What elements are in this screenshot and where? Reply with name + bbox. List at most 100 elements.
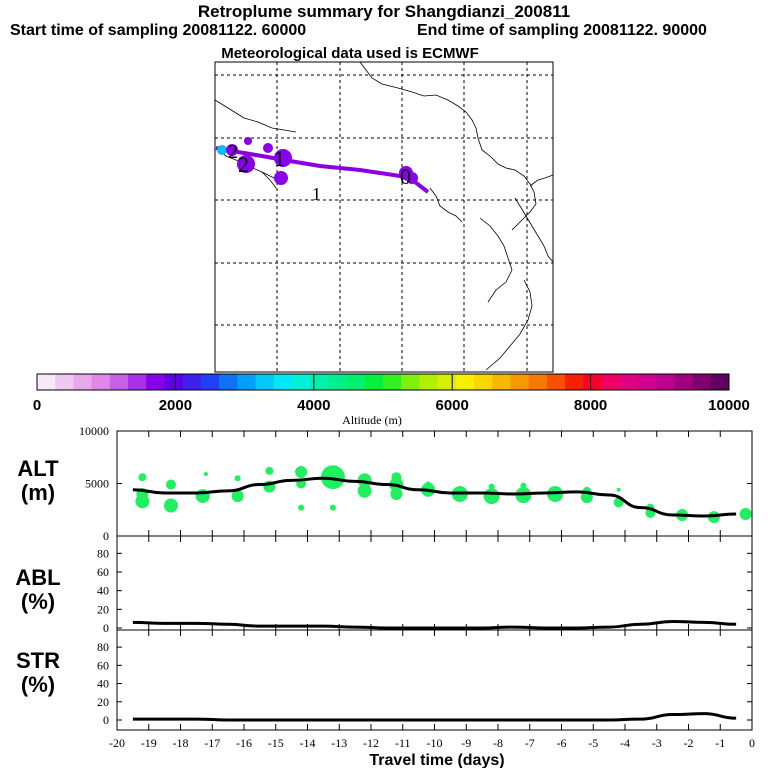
y-tick-label: 80 — [97, 640, 109, 654]
colorbar-cell — [182, 374, 202, 390]
colorbar-cell — [383, 374, 402, 390]
colorbar-cell — [291, 374, 311, 390]
colorbar-cell — [237, 374, 257, 390]
colorbar-title: Altitude (m) — [342, 413, 402, 427]
x-tick-label: -5 — [588, 736, 598, 750]
plume-dot — [237, 155, 255, 173]
colorbar-cell — [200, 374, 220, 390]
colorbar-cell — [419, 374, 439, 390]
alt-point — [488, 483, 495, 490]
alt-unit: (m) — [21, 480, 55, 505]
colorbar-cell — [583, 374, 603, 390]
plume-dot — [406, 172, 418, 184]
start-time: Start time of sampling 20081122. 60000 — [10, 22, 307, 39]
panel-frame — [116, 535, 753, 631]
y-tick-label: 0 — [103, 713, 109, 727]
y-tick-label: 80 — [97, 546, 109, 560]
colorbar-cell — [91, 374, 111, 390]
plume-trajectory — [215, 137, 430, 194]
alt-point — [165, 479, 176, 490]
colorbar-cell — [346, 374, 366, 390]
panel-str: 80 60 40 20 0 — [97, 629, 753, 731]
x-tick-label: -13 — [331, 736, 347, 750]
panel-alt: 10000 5000 0 — [79, 424, 753, 543]
x-tick-label: -20 — [109, 736, 125, 750]
series-line-abl — [132, 619, 737, 630]
map-markers: 0 1 1 2 2 — [228, 141, 411, 204]
x-axis-title: Travel time (days) — [369, 752, 504, 768]
colorbar-cell — [255, 374, 275, 390]
x-tick-label: -14 — [300, 736, 316, 750]
y-tick-label: 20 — [97, 602, 109, 616]
map-panel: 0 1 1 2 2 — [214, 61, 554, 373]
x-tick-label: -3 — [652, 736, 662, 750]
y-tick-label: 40 — [97, 677, 109, 691]
colorbar-cell — [273, 374, 293, 390]
x-tick-label: -6 — [557, 736, 567, 750]
colorbar-cell — [710, 374, 730, 390]
colorbar-cell — [37, 374, 56, 390]
colorbar-cell — [310, 374, 329, 390]
marker-label: 2 — [238, 152, 249, 177]
alt-point — [739, 507, 752, 520]
x-tick-label: -12 — [363, 736, 379, 750]
x-tick-label: 0 — [749, 736, 755, 750]
plume-dot — [274, 171, 288, 185]
colorbar-cell — [73, 374, 93, 390]
colorbar-cell — [528, 374, 548, 390]
alt-point — [231, 490, 244, 503]
alt-point — [295, 465, 308, 478]
colorbar-tick-label: 0 — [33, 397, 41, 414]
alt-point — [357, 483, 372, 498]
map-frame — [214, 61, 554, 373]
plume-dot — [274, 149, 292, 167]
colorbar-cell — [692, 374, 712, 390]
colorbar-cell — [55, 374, 74, 390]
series-line-alt — [132, 476, 737, 518]
x-tick-label: -2 — [684, 736, 694, 750]
colorbar-cell — [219, 374, 238, 390]
plume-dot — [244, 137, 252, 145]
alt-point — [234, 475, 241, 482]
plume-dot — [217, 145, 227, 155]
x-tick-label: -17 — [204, 736, 220, 750]
alt-point — [616, 487, 621, 492]
alt-point — [265, 466, 274, 475]
colorbar-cell — [656, 374, 675, 390]
colorbar-tick-label: 10000 — [708, 397, 750, 414]
str-unit: (%) — [21, 672, 55, 697]
alt-point — [203, 472, 208, 477]
str-label: STR — [16, 648, 60, 673]
y-tick-label: 5000 — [85, 477, 109, 491]
plume-dot — [263, 143, 273, 153]
panel-frame — [116, 430, 753, 537]
alt-point — [138, 473, 147, 482]
alt-point — [163, 498, 178, 513]
alt-point — [520, 482, 527, 489]
chart-title: Retroplume summary for Shangdianzi_20081… — [197, 2, 571, 21]
alt-point — [390, 488, 403, 500]
x-tick-label: -9 — [461, 736, 471, 750]
marker-label: 0 — [400, 164, 411, 189]
marker-label: 1 — [274, 146, 285, 171]
abl-label: ABL — [15, 565, 60, 590]
x-tick-label: -15 — [268, 736, 284, 750]
marker-label: 2 — [228, 141, 238, 163]
y-tick-label: 20 — [97, 695, 109, 709]
x-tick-label: -4 — [620, 736, 630, 750]
y-tick-label: 0 — [103, 621, 109, 635]
abl-unit: (%) — [21, 589, 55, 614]
y-tick-label: 60 — [97, 658, 109, 672]
y-tick-label: 40 — [97, 584, 109, 598]
x-tick-label: -10 — [427, 736, 443, 750]
colorbar-cell — [510, 374, 530, 390]
x-tick-label: -16 — [236, 736, 252, 750]
alt-point — [483, 488, 500, 505]
plume-dot — [226, 144, 238, 156]
colorbar-cell — [146, 374, 165, 390]
colorbar-cell — [546, 374, 566, 390]
x-tick-label: -19 — [141, 736, 157, 750]
colorbar-ticks: 0 2000 4000 6000 8000 10000 — [33, 374, 750, 414]
alt-point — [329, 504, 336, 511]
